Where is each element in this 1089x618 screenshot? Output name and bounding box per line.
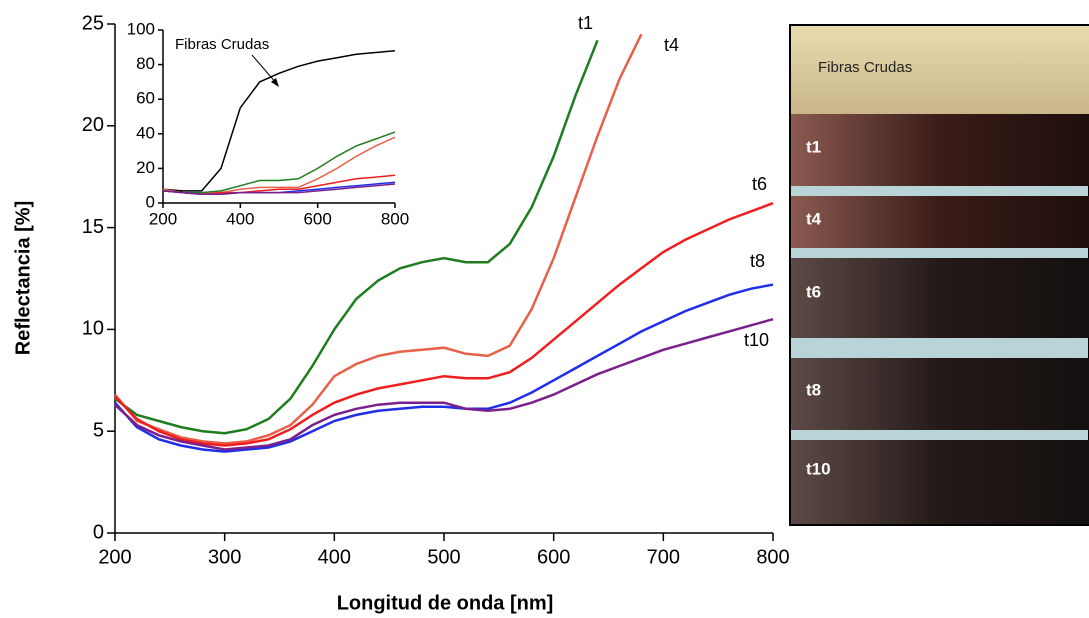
x-tick-label: 700 [647, 546, 680, 568]
annotation-arrowhead [271, 78, 279, 87]
fiber-band [791, 196, 1089, 248]
y-tick-label: 40 [136, 123, 155, 142]
y-tick-label: 20 [82, 114, 104, 136]
x-axis-label: Longitud de onda [nm] [337, 592, 554, 614]
series-label: t4 [664, 35, 679, 55]
series-label: t10 [744, 330, 769, 350]
series-line [114, 39, 599, 435]
photo-label: t6 [806, 282, 821, 301]
y-tick-label: 80 [136, 54, 155, 73]
annotation: Fibras Crudas [175, 36, 269, 53]
fiber-band [791, 258, 1089, 338]
x-tick-label: 400 [226, 209, 254, 228]
inset-frame [163, 30, 395, 203]
series-line [162, 50, 396, 192]
y-tick-label: 0 [146, 192, 155, 211]
photo-label: Fibras Crudas [818, 59, 912, 76]
x-tick-label: 800 [381, 209, 409, 228]
y-tick-label: 100 [127, 19, 155, 38]
x-tick-label: 600 [303, 209, 331, 228]
y-tick-label: 60 [136, 89, 155, 108]
photo-label: t1 [806, 137, 821, 156]
fiber-band [791, 114, 1089, 186]
y-axis-label: Reflectancia [%] [12, 201, 34, 356]
x-tick-label: 600 [537, 546, 570, 568]
x-tick-label: 800 [756, 546, 789, 568]
series-line [114, 33, 643, 445]
fiber-band [791, 26, 1089, 114]
series-line [114, 317, 774, 451]
annotation-arrow [251, 54, 278, 85]
photo-label: t4 [806, 209, 822, 228]
series-line [162, 131, 396, 194]
x-tick-label: 200 [98, 546, 131, 568]
series-line [114, 283, 774, 453]
y-tick-label: 10 [82, 318, 104, 340]
x-tick-label: 300 [208, 546, 241, 568]
photo: Fibras Crudas t1 t4 t6 t8 t10 [789, 24, 1089, 526]
series-label: t6 [752, 174, 767, 194]
x-tick-label: 500 [427, 546, 460, 568]
x-tick-label: 400 [318, 546, 351, 568]
y-tick-label: 15 [82, 216, 104, 238]
photo-label: t10 [806, 459, 831, 478]
y-tick-label: 5 [93, 419, 104, 441]
y-tick-label: 25 [82, 12, 104, 34]
fiber-band [791, 358, 1089, 430]
x-tick-label: 200 [149, 209, 177, 228]
series-label: t8 [750, 251, 765, 271]
fiber-band [791, 440, 1089, 524]
series-line [162, 183, 396, 196]
photo-label: t8 [806, 380, 821, 399]
series-line [114, 202, 774, 447]
y-tick-label: 20 [136, 158, 155, 177]
y-tick-label: 0 [93, 521, 104, 543]
series-label: t1 [578, 13, 593, 33]
